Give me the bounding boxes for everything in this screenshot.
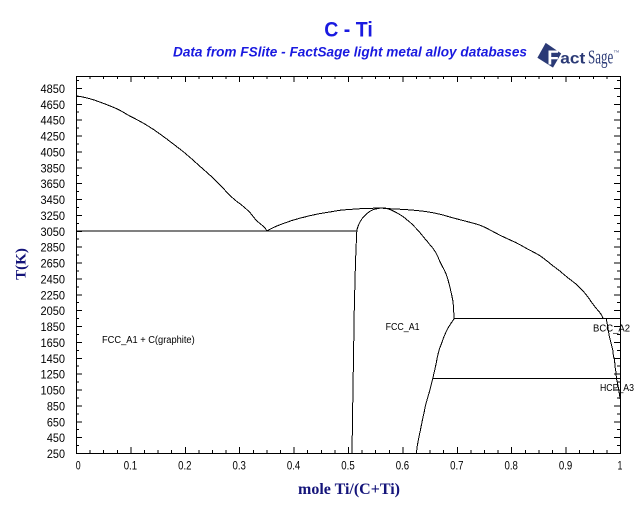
svg-text:0.9: 0.9 [559, 459, 573, 473]
svg-text:3050: 3050 [41, 225, 66, 239]
svg-text:F: F [547, 48, 559, 70]
svg-text:0.3: 0.3 [233, 459, 247, 473]
svg-text:3650: 3650 [41, 177, 66, 191]
svg-text:0.8: 0.8 [505, 459, 519, 473]
svg-text:HCP_A3: HCP_A3 [600, 383, 634, 394]
svg-text:1450: 1450 [41, 352, 66, 366]
svg-text:2250: 2250 [41, 288, 66, 302]
svg-text:T(K): T(K) [14, 248, 30, 280]
svg-text:0.2: 0.2 [178, 459, 192, 473]
svg-text:act: act [560, 50, 586, 67]
svg-text:0: 0 [76, 459, 81, 473]
svg-text:™: ™ [614, 50, 620, 56]
svg-text:2650: 2650 [41, 257, 66, 271]
svg-text:650: 650 [47, 415, 65, 429]
svg-text:1850: 1850 [41, 320, 66, 334]
svg-text:0.7: 0.7 [450, 459, 464, 473]
svg-text:Sage: Sage [588, 47, 613, 68]
svg-text:0.4: 0.4 [287, 459, 301, 473]
svg-text:2850: 2850 [41, 241, 66, 255]
svg-text:450: 450 [47, 431, 65, 445]
svg-text:0.5: 0.5 [341, 459, 355, 473]
svg-text:0.1: 0.1 [124, 459, 138, 473]
svg-text:mole Ti/(C+Ti): mole Ti/(C+Ti) [298, 481, 400, 498]
svg-text:FCC_A1 + C(graphite): FCC_A1 + C(graphite) [102, 335, 195, 346]
svg-text:2050: 2050 [41, 304, 66, 318]
svg-text:850: 850 [47, 399, 65, 413]
svg-text:1650: 1650 [41, 336, 66, 350]
svg-text:1050: 1050 [41, 384, 66, 398]
svg-text:250: 250 [47, 447, 65, 461]
svg-text:4250: 4250 [41, 130, 66, 144]
svg-text:3250: 3250 [41, 209, 66, 223]
svg-text:C - Ti: C - Ti [324, 18, 373, 42]
svg-text:2450: 2450 [41, 272, 66, 286]
svg-text:4050: 4050 [41, 145, 66, 159]
svg-text:3850: 3850 [41, 161, 66, 175]
svg-text:4650: 4650 [41, 98, 66, 112]
svg-text:FCC_A1: FCC_A1 [386, 322, 420, 333]
svg-text:4850: 4850 [41, 82, 66, 96]
svg-text:BCC_A2: BCC_A2 [593, 324, 630, 335]
svg-text:4450: 4450 [41, 114, 66, 128]
svg-text:1: 1 [618, 459, 623, 473]
svg-text:1250: 1250 [41, 368, 66, 382]
svg-text:3450: 3450 [41, 193, 66, 207]
svg-text:0.6: 0.6 [396, 459, 410, 473]
svg-text:Data from FSlite - FactSage li: Data from FSlite - FactSage light metal … [173, 44, 527, 59]
